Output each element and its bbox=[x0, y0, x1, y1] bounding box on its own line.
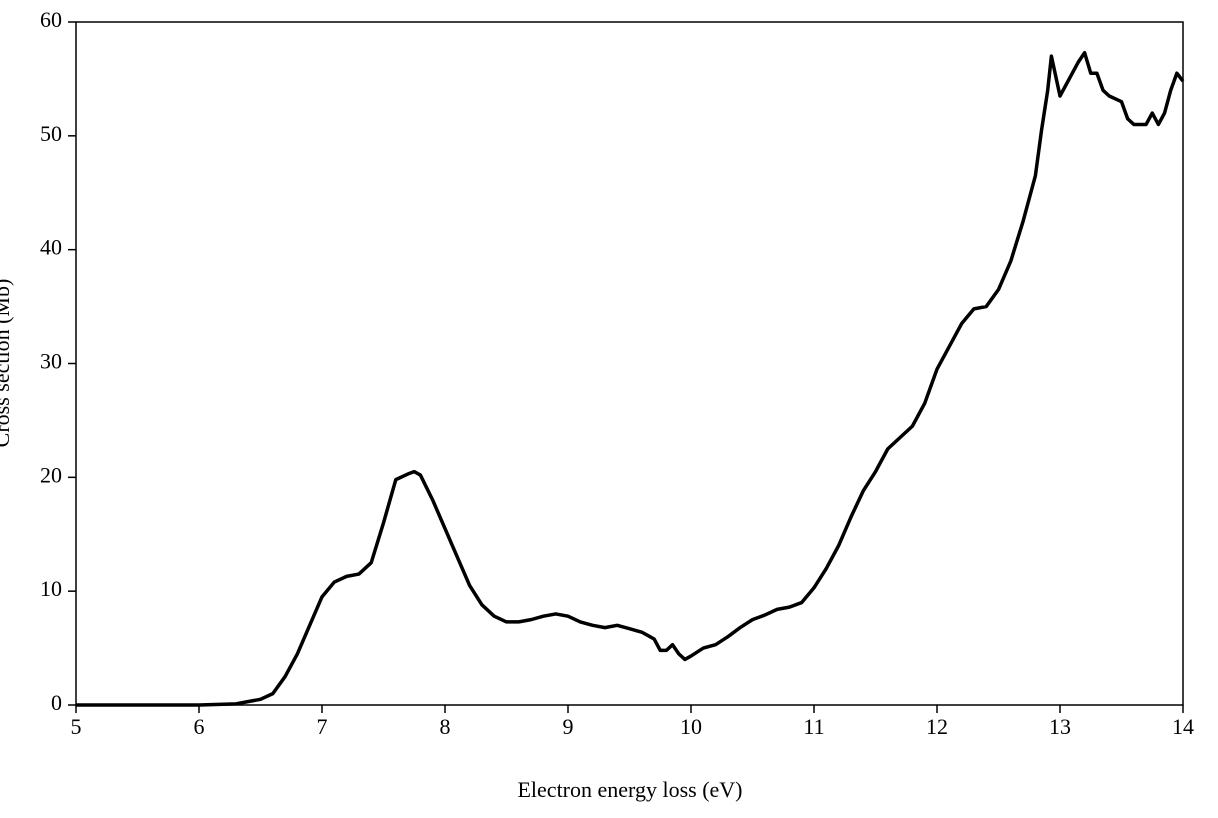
x-tick-label: 5 bbox=[71, 714, 82, 739]
x-tick-label: 13 bbox=[1049, 714, 1071, 739]
x-axis-label: Electron energy loss (eV) bbox=[517, 777, 742, 802]
x-tick-label: 8 bbox=[440, 714, 451, 739]
data-line bbox=[76, 50, 1185, 707]
y-tick-label: 30 bbox=[40, 349, 62, 374]
x-tick-label: 7 bbox=[317, 714, 328, 739]
x-tick-label: 10 bbox=[680, 714, 702, 739]
y-tick-label: 50 bbox=[40, 121, 62, 146]
x-tick-label: 9 bbox=[563, 714, 574, 739]
y-tick-label: 20 bbox=[40, 462, 62, 487]
x-tick-label: 6 bbox=[194, 714, 205, 739]
y-tick-label: 60 bbox=[40, 7, 62, 32]
x-tick-label: 11 bbox=[803, 714, 824, 739]
x-tick-label: 12 bbox=[926, 714, 948, 739]
y-axis-label: Cross section (Mb) bbox=[0, 279, 14, 448]
plot-frame bbox=[75, 21, 1184, 706]
x-tick-label: 14 bbox=[1172, 714, 1194, 739]
y-tick-label: 40 bbox=[40, 235, 62, 260]
y-tick-label: 0 bbox=[51, 690, 62, 715]
y-tick-label: 10 bbox=[40, 576, 62, 601]
